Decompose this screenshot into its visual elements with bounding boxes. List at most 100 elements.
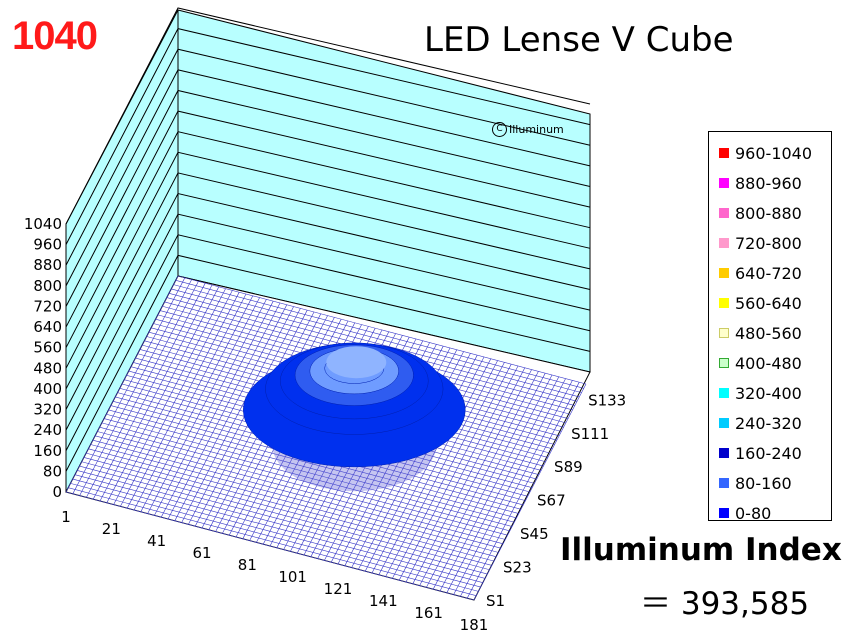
legend-label: 400-480 bbox=[735, 353, 802, 373]
legend-swatch bbox=[719, 448, 729, 458]
legend-label: 80-160 bbox=[735, 473, 792, 493]
x-tick-label: 81 bbox=[238, 556, 257, 574]
floor-gridline bbox=[95, 435, 504, 545]
wall-gridline bbox=[65, 172, 591, 390]
floor-gridline bbox=[99, 426, 508, 536]
wall-gridline bbox=[65, 89, 591, 307]
legend-swatch bbox=[719, 148, 729, 158]
floor-gridline bbox=[65, 491, 475, 601]
legend-item: 320-400 bbox=[709, 378, 831, 408]
legend-label: 640-720 bbox=[735, 263, 802, 283]
z-tick-label: 320 bbox=[33, 401, 62, 419]
legend-swatch bbox=[719, 208, 729, 218]
floor-gridline bbox=[175, 280, 584, 389]
floor-gridline bbox=[92, 439, 501, 549]
z-tick-label: 160 bbox=[33, 442, 62, 460]
z-tick-label: 480 bbox=[33, 359, 62, 377]
legend-swatch bbox=[719, 508, 729, 518]
legend-item: 160-240 bbox=[709, 438, 831, 468]
legend-item: 80-160 bbox=[709, 468, 831, 498]
legend-swatch bbox=[719, 388, 729, 398]
wall-gridline bbox=[65, 110, 591, 328]
x-tick-label: 161 bbox=[414, 604, 443, 622]
legend-item: 480-560 bbox=[709, 318, 831, 348]
z-tick-label: 880 bbox=[33, 256, 62, 274]
legend-swatch bbox=[719, 358, 729, 368]
floor-gridline bbox=[177, 275, 587, 385]
wall-gridline bbox=[65, 69, 591, 287]
z-tick-label: 720 bbox=[33, 297, 62, 315]
legend-swatch bbox=[719, 178, 729, 188]
floor-gridline bbox=[86, 452, 495, 562]
legend-label: 880-960 bbox=[735, 173, 802, 193]
wall-gridlines bbox=[65, 7, 591, 472]
legend-label: 720-800 bbox=[735, 233, 802, 253]
floor-gridline bbox=[77, 470, 486, 579]
legend-label: 240-320 bbox=[735, 413, 802, 433]
x-tick-label: 181 bbox=[460, 616, 489, 634]
legend-item: 880-960 bbox=[709, 168, 831, 198]
floor-gridline bbox=[97, 431, 506, 540]
legend-swatch bbox=[719, 238, 729, 248]
floor-gridline bbox=[72, 478, 481, 588]
floor-gridline bbox=[81, 461, 490, 571]
z-tick-label: 800 bbox=[33, 277, 62, 295]
wall-gridline bbox=[65, 7, 591, 225]
z-tick-label: 80 bbox=[43, 462, 62, 480]
floor-gridline bbox=[68, 487, 477, 596]
floor-gridline bbox=[83, 457, 492, 566]
floor-gridline bbox=[173, 284, 582, 393]
legend-item: 0-80 bbox=[709, 498, 831, 528]
floor-gridline bbox=[70, 483, 479, 592]
z-tick-label: 400 bbox=[33, 380, 62, 398]
wall-gridline bbox=[65, 28, 591, 245]
floor-gridline bbox=[106, 413, 515, 523]
wall-gridline bbox=[65, 213, 591, 431]
wall-gridline bbox=[65, 48, 591, 266]
legend-label: 320-400 bbox=[735, 383, 802, 403]
legend-swatch bbox=[719, 478, 729, 488]
floor-gridline bbox=[74, 474, 484, 584]
floor-gridline bbox=[171, 288, 580, 398]
z-tick-label: 960 bbox=[33, 236, 62, 254]
floor-gridline bbox=[108, 409, 517, 519]
legend-label: 480-560 bbox=[735, 323, 802, 343]
copyright-mark: C Illuminum bbox=[492, 122, 564, 137]
x-tick-label: 61 bbox=[192, 544, 211, 562]
index-label: Illuminum Index bbox=[560, 532, 842, 568]
z-tick-label: 640 bbox=[33, 318, 62, 336]
legend-item: 720-800 bbox=[709, 228, 831, 258]
z-tick-label: 560 bbox=[33, 339, 62, 357]
x-tick-label: 101 bbox=[278, 568, 307, 586]
z-tick-label: 0 bbox=[52, 483, 62, 501]
legend-label: 960-1040 bbox=[735, 143, 813, 163]
x-tick-label: 1 bbox=[61, 508, 71, 526]
y-tick-label: S45 bbox=[520, 525, 549, 543]
y-axis-ticks: S1 S23 S45 S67 S89 S111 S133 bbox=[486, 391, 626, 610]
legend-swatch bbox=[719, 298, 729, 308]
legend-item: 960-1040 bbox=[709, 138, 831, 168]
legend-item: 640-720 bbox=[709, 258, 831, 288]
y-tick-label: S23 bbox=[503, 559, 532, 577]
index-value: ＝ 393,585 bbox=[640, 586, 810, 622]
x-tick-label: 41 bbox=[147, 532, 166, 550]
legend-item: 800-880 bbox=[709, 198, 831, 228]
wall-gridline bbox=[65, 192, 591, 410]
surface-top bbox=[326, 346, 387, 379]
y-tick-label: S111 bbox=[571, 425, 609, 443]
x-tick-label: 121 bbox=[324, 580, 353, 598]
legend-item: 560-640 bbox=[709, 288, 831, 318]
peak-value-label: 1040 bbox=[12, 14, 98, 58]
legend-label: 0-80 bbox=[735, 503, 772, 523]
wall-gridline bbox=[65, 151, 591, 369]
wall-gridline bbox=[65, 131, 591, 348]
copyright-icon: C bbox=[492, 122, 507, 137]
wall-gridline bbox=[65, 254, 591, 472]
floor-gridline bbox=[79, 465, 488, 575]
floor-gridline bbox=[90, 444, 499, 553]
legend-label: 800-880 bbox=[735, 203, 802, 223]
legend-item: 400-480 bbox=[709, 348, 831, 378]
chart-title: LED Lense V Cube bbox=[424, 20, 734, 60]
